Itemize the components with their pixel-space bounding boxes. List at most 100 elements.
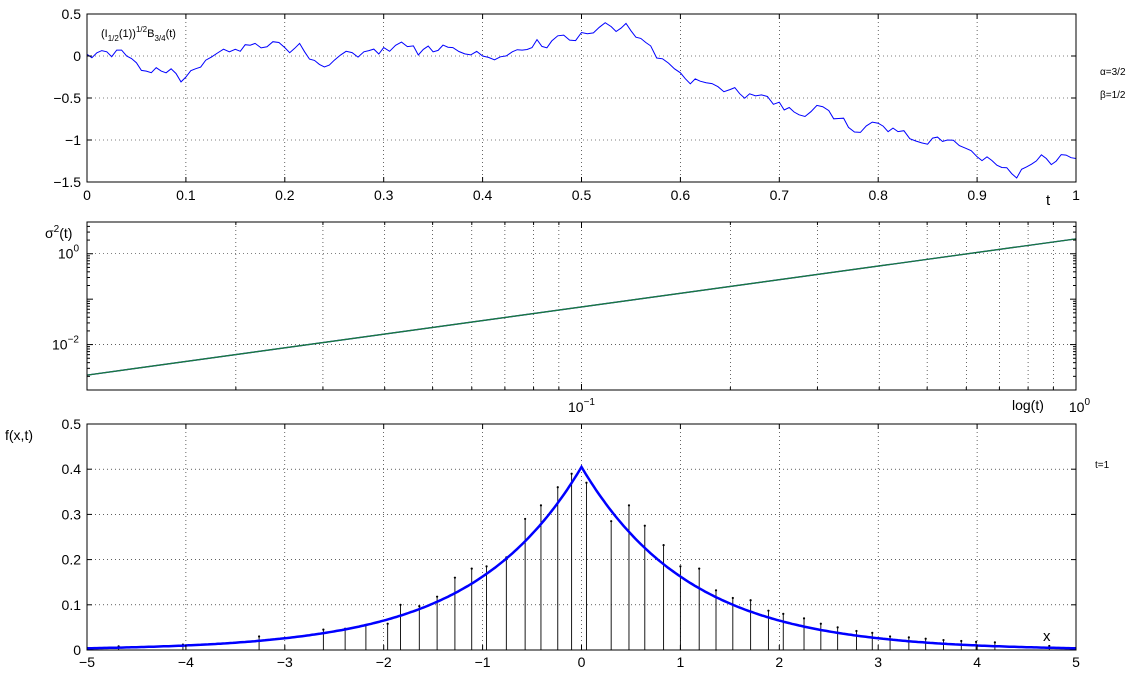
stem-point: [662, 544, 665, 547]
stem-point: [782, 612, 785, 615]
stem-point: [322, 628, 325, 631]
tick-base: 10: [58, 246, 74, 262]
stem-point: [924, 637, 927, 640]
stem-point: [436, 595, 439, 598]
stem-point: [485, 565, 488, 568]
stem-point: [399, 603, 402, 606]
x-tick-label: 0.1: [176, 187, 196, 203]
stem-point: [643, 524, 646, 527]
density-curve: [87, 464, 1076, 650]
y-tick-label: 0.5: [62, 416, 82, 432]
stem-point: [257, 635, 261, 638]
stem-point: [888, 635, 892, 638]
tick-base: 10: [1069, 399, 1085, 415]
panel-2-lines: [86, 238, 1077, 376]
x-tick-label: 4: [973, 654, 981, 670]
panel-3-side-label-t: t=1: [1095, 460, 1110, 471]
x-tick-label: 0.7: [770, 187, 790, 203]
tick-exponent: −2: [68, 335, 80, 346]
x-tick-label: −3: [277, 654, 293, 670]
stem-point: [698, 567, 701, 570]
stem-point: [453, 576, 457, 579]
tick-exponent: 0: [1084, 397, 1090, 408]
stem-point: [749, 599, 752, 602]
annotation-part: (I: [101, 28, 108, 40]
x-tick-label: 3: [874, 654, 882, 670]
panel-2-x-axis-label: log(t): [1012, 397, 1044, 413]
stem-point: [627, 504, 631, 507]
y-tick-label: −1.5: [53, 174, 81, 190]
stem-point: [942, 638, 945, 642]
x-tick-label: 0.3: [374, 187, 394, 203]
x-tick-label: 1: [677, 654, 685, 670]
x-tick-label: −1: [475, 654, 491, 670]
x-tick-label: −5: [79, 654, 95, 670]
series-line: [86, 238, 1077, 376]
x-tick-label: −4: [178, 654, 194, 670]
y-tick-label: 0.4: [62, 461, 82, 477]
panel-3-ticks: −5 −4 −3 −2 −1 0 1 2 3 4 5 0.5 0.4 0.3 0.2 0.1 0: [62, 416, 1081, 670]
stem-point: [975, 640, 978, 643]
x-tick-label: 2: [775, 654, 783, 670]
stem-point: [524, 517, 527, 521]
stem-point: [585, 481, 588, 484]
x-tick-label: 0.6: [671, 187, 691, 203]
ylabel-superscript: 2: [54, 224, 60, 235]
panel-1-side-label-beta: β=1/2: [1100, 90, 1126, 101]
stem-point: [802, 617, 806, 620]
tick-exponent: 0: [73, 244, 79, 255]
y-tick-label: −0.5: [53, 90, 81, 106]
y-tick-label: 0.5: [62, 6, 82, 22]
x-tick-label: 0: [578, 654, 586, 670]
x-tick-label: −2: [376, 654, 392, 670]
y-tick-label: 10−2: [52, 335, 79, 353]
stem-point: [570, 472, 573, 475]
panel-1-grid: [87, 14, 1076, 182]
stem-point: [731, 596, 734, 600]
panel-1-lines: [86, 22, 1077, 179]
tick-base: 10: [568, 399, 584, 415]
annotation-part: (t): [166, 28, 176, 40]
y-tick-label: 0: [73, 642, 81, 658]
stem-point: [539, 504, 543, 507]
y-tick-label: 0.3: [62, 506, 82, 522]
stem-point: [470, 567, 473, 570]
annotation-subscript: 1/2: [108, 34, 120, 43]
y-tick-label: −1: [65, 132, 81, 148]
x-tick-label: 0.9: [967, 187, 987, 203]
x-tick-label: 0: [83, 187, 91, 203]
tick-exponent: −1: [584, 397, 596, 408]
panel-3-y-axis-label: f(x,t): [5, 427, 33, 443]
panel-1: 0 0.1 0.2 0.3 0.4 0.5 0.6 0.7 0.8 0.9 1 0.5 0 −0.5 −1 −…: [53, 6, 1126, 209]
series-line: [86, 22, 1077, 179]
stem-point: [836, 626, 839, 629]
panel-1-annotation: (I1/2(1))1/2B3/4(t): [101, 25, 176, 43]
stem-point: [871, 631, 874, 634]
y-tick-label: 100: [58, 244, 80, 262]
stem-point: [767, 609, 770, 612]
tick-base: 10: [52, 337, 68, 353]
panel-2-y-axis-label: σ2(t): [45, 224, 72, 241]
x-tick-label: 100: [1069, 397, 1091, 415]
stem-point: [993, 641, 997, 644]
y-tick-label: 0.2: [62, 552, 82, 568]
stem-point: [386, 622, 389, 625]
x-tick-label: 5: [1072, 654, 1080, 670]
stem-point: [610, 520, 613, 523]
stem-point: [418, 605, 421, 608]
panel-3: −5 −4 −3 −2 −1 0 1 2 3 4 50.50.40.30.20.10 f(x,t) …: [5, 416, 1110, 670]
ylabel-part: (t): [59, 225, 72, 241]
annotation-part: B: [147, 28, 154, 40]
stem-point: [907, 636, 910, 639]
panel-3-stems: [117, 472, 1051, 650]
x-tick-label: 1: [1072, 187, 1080, 203]
stem-point: [714, 589, 718, 592]
stem-point: [855, 629, 858, 633]
annotation-subscript: 3/4: [154, 34, 166, 43]
panel-1-x-axis-label: t: [1046, 192, 1051, 209]
stem-point: [679, 565, 682, 568]
stem-point: [960, 639, 963, 643]
y-tick-label: 0.1: [62, 597, 82, 613]
